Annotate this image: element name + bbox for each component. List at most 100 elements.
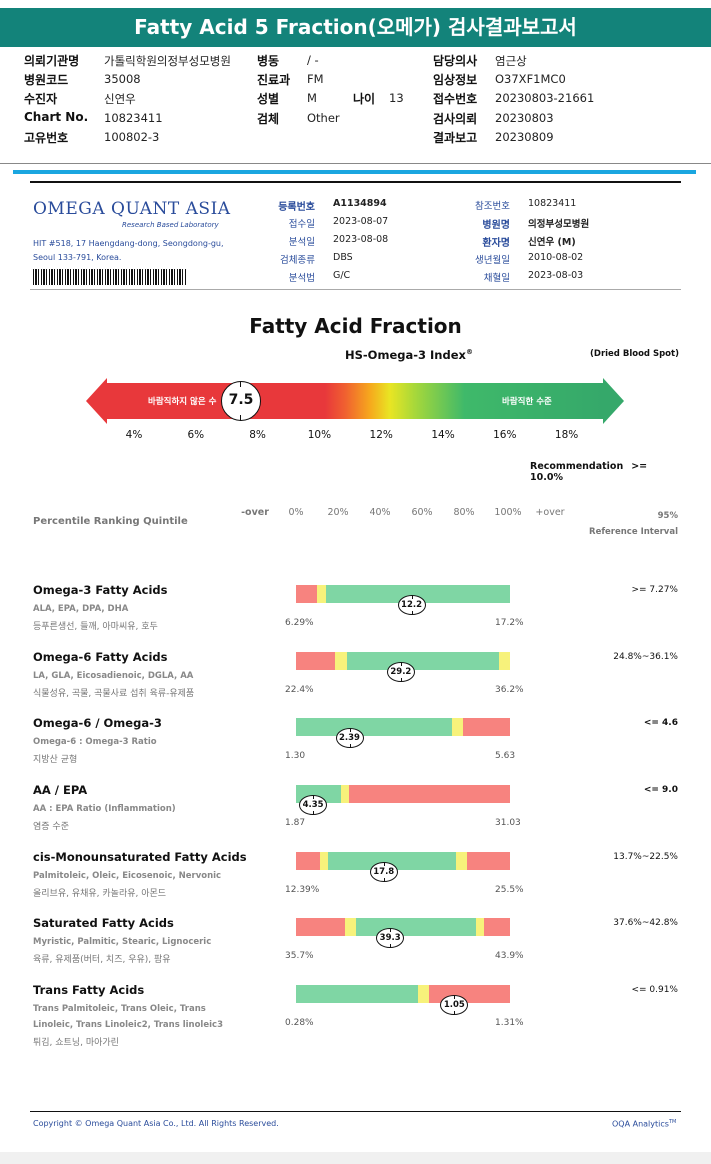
brand-footer: OQA AnalyticsTM — [612, 1119, 676, 1129]
field-value: 신연우 — [104, 92, 136, 106]
metric-food-sources: 지방산 균형 — [33, 755, 78, 765]
bar-segment-red — [349, 785, 510, 803]
metric-components: Palmitoleic, Oleic, Eicosenoic, Nervonic — [33, 871, 222, 881]
metric-row: Omega-6 Fatty Acids LA, GLA, Eicosadienoi… — [30, 650, 681, 720]
marker-tick — [454, 995, 456, 999]
specimen-label: 채혈일 — [483, 273, 510, 284]
metric-name: Omega-3 Fatty Acids — [33, 583, 168, 597]
arrow-right-head — [603, 378, 624, 424]
request-row: 접수번호 20230803-21661 — [433, 90, 693, 108]
value-marker: 39.3 — [376, 928, 405, 948]
marker-tick — [400, 678, 402, 682]
request-row: 의뢰기관명 가톨릭학원의정부성모병원 — [24, 52, 254, 70]
value-marker: 2.39 — [335, 728, 364, 748]
field-value: 가톨릭학원의정부성모병원 — [104, 54, 231, 68]
field-label: 나이 — [353, 92, 376, 106]
request-row: 검체 Other — [257, 110, 407, 128]
metric-food-sources: 등푸른생선, 들깨, 아마씨유, 호두 — [33, 622, 158, 632]
metric-name: cis-Monounsaturated Fatty Acids — [33, 850, 247, 864]
specimen-label: 참조번호 — [475, 201, 510, 212]
request-row: 고유번호 100802-3 — [24, 129, 254, 147]
desirable-label: 바람직한 수준 — [502, 397, 552, 407]
value-marker: 4.35 — [299, 795, 328, 815]
section-title: Fatty Acid Fraction — [249, 314, 462, 338]
brand-name: OQA Analytics — [612, 1119, 669, 1129]
bar-segment-yellow — [334, 652, 348, 670]
bar-segment-green — [328, 852, 457, 870]
bar-segment-green — [325, 585, 510, 603]
bar-max-label: 36.2% — [495, 685, 524, 695]
request-row: Chart No. 10823411 — [24, 110, 254, 128]
field-value: 10823411 — [104, 111, 163, 125]
metric-food-sources: 염증 수준 — [33, 822, 69, 832]
field-label: 병원코드 — [24, 73, 69, 87]
reference-interval-header-line: Reference Interval — [589, 527, 678, 537]
recommendation-label: Recommendation — [530, 461, 624, 472]
metric-value: 29.2 — [390, 667, 412, 677]
metric-name: Omega-6 Fatty Acids — [33, 650, 168, 664]
divider — [30, 1111, 681, 1112]
specimen-value: 신연우 (M) — [528, 237, 576, 248]
metric-value: 39.3 — [379, 933, 401, 943]
percentile-bar: 12.2 — [296, 585, 510, 615]
bar-min-label: 1.87 — [285, 818, 306, 828]
bar-max-label: 17.2% — [495, 618, 524, 628]
field-value: 20230803-21661 — [495, 91, 595, 105]
metric-food-sources: 올리브유, 유채유, 카놀라유, 아몬드 — [33, 889, 167, 899]
field-label: 접수번호 — [433, 92, 478, 106]
marker-tick — [349, 728, 351, 732]
page-bottom — [0, 1152, 711, 1164]
arrow-left-head — [86, 378, 107, 424]
percentile-bar: 17.8 — [296, 852, 510, 882]
field-value: Other — [307, 111, 340, 125]
field-label: 의뢰기관명 — [24, 54, 80, 68]
specimen-label: 환자명 — [482, 238, 510, 249]
bar-min-label: 12.39% — [285, 885, 320, 895]
percentile-title: Percentile Ranking Quintile — [33, 516, 188, 527]
field-label: 고유번호 — [24, 131, 69, 145]
request-row: 병동 / - — [257, 52, 407, 70]
lab-logo-subtitle: Research Based Laboratory — [122, 221, 219, 229]
bar-min-label: 6.29% — [285, 618, 314, 628]
metric-value: 4.35 — [302, 800, 324, 810]
recommendation-value: >= 10.0% — [530, 461, 648, 483]
percentile-tick-label: 100% — [494, 507, 522, 518]
metric-components: Trans Palmitoleic, Trans Oleic, Trans Li… — [33, 1004, 223, 1030]
metric-components: Myristic, Palmitic, Stearic, Lignoceric — [33, 937, 212, 947]
bar-segment-green — [347, 652, 500, 670]
bar-segment-red — [296, 585, 318, 603]
recommendation: Recommendation >= 10.0% — [530, 461, 681, 483]
metric-row: Omega-6 / Omega-3 Omega-6 : Omega-3 Ratio… — [30, 716, 681, 786]
divider — [0, 163, 711, 164]
specimen-value: 10823411 — [528, 198, 577, 209]
specimen-value: 2023-08-08 — [333, 234, 389, 245]
bar-max-label: 43.9% — [495, 951, 524, 961]
reference-interval: >= 7.27% — [631, 585, 678, 595]
divider — [30, 181, 681, 183]
field-value: 염근상 — [495, 54, 527, 68]
field-label: Chart No. — [24, 110, 89, 124]
scale-tick-label: 14% — [431, 429, 455, 441]
value-marker: 12.2 — [397, 595, 426, 615]
bar-max-label: 5.63 — [495, 751, 516, 761]
specimen-value: 2023-08-07 — [333, 216, 389, 227]
specimen-label: 접수일 — [288, 219, 315, 230]
bar-max-label: 25.5% — [495, 885, 524, 895]
index-title: HS-Omega-3 Index® — [345, 348, 473, 362]
scale-tick-label: 8% — [249, 429, 266, 441]
request-row: 나이 13 — [353, 90, 413, 108]
specimen-label: 분석법 — [288, 273, 315, 284]
scale-tick-label: 16% — [493, 429, 517, 441]
request-info: 의뢰기관명 가톨릭학원의정부성모병원 병원코드 35008 수진자 신연우 Chart No… — [0, 52, 711, 162]
specimen-label: 병원명 — [482, 220, 510, 231]
marker-tick — [390, 944, 392, 948]
bar-segment-yellow — [456, 852, 468, 870]
value-marker: 29.2 — [386, 662, 415, 682]
specimen-value: DBS — [333, 252, 353, 263]
specimen-value: 의정부성모병원 — [528, 219, 590, 230]
metric-row: Omega-3 Fatty Acids ALA, EPA, DPA, DHA 등푸른… — [30, 583, 681, 653]
field-value: 100802-3 — [104, 130, 160, 144]
metric-name: AA / EPA — [33, 783, 88, 797]
index-title-text: HS-Omega-3 Index — [345, 348, 466, 362]
lab-logo: OMEGA QUANT ASIA — [33, 199, 231, 219]
